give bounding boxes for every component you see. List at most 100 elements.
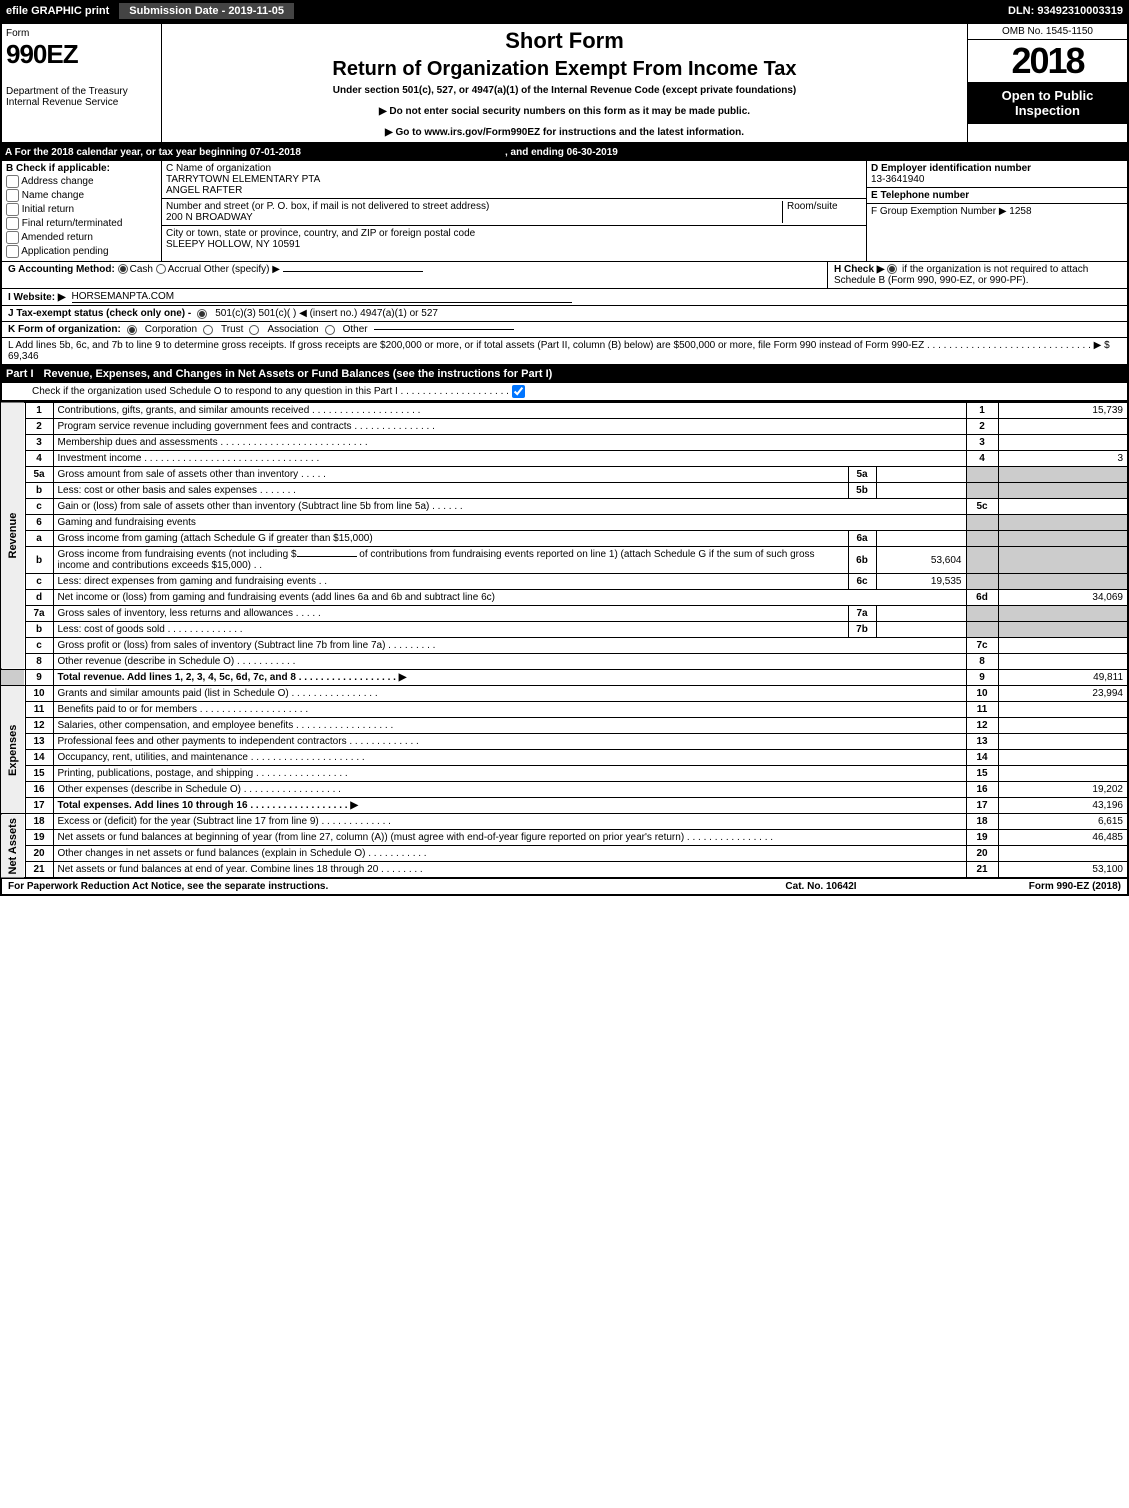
part1-checkbox[interactable] xyxy=(512,385,525,398)
c-org-name: TARRYTOWN ELEMENTARY PTA xyxy=(166,174,862,185)
row-5a-desc: Gross amount from sale of assets other t… xyxy=(53,467,848,483)
c-addr: 200 N BROADWAY xyxy=(166,212,782,223)
efile-label[interactable]: efile GRAPHIC print xyxy=(0,3,115,19)
d-ein: 13-3641940 xyxy=(871,174,1123,185)
row-gh: G Accounting Method: Cash Accrual Other … xyxy=(0,262,1129,289)
irs-label: Internal Revenue Service xyxy=(6,97,157,108)
row-j: J Tax-exempt status (check only one) - 5… xyxy=(0,306,1129,322)
row-11-desc: Benefits paid to or for members . . . . … xyxy=(53,702,966,718)
row-6c-desc: Less: direct expenses from gaming and fu… xyxy=(53,574,848,590)
dln: DLN: 93492310003319 xyxy=(1002,3,1129,19)
row-5b-desc: Less: cost or other basis and sales expe… xyxy=(53,483,848,499)
row-7b-desc: Less: cost of goods sold . . . . . . . .… xyxy=(53,622,848,638)
b-pending[interactable]: Application pending xyxy=(6,245,157,258)
row-6b-desc: Gross income from fundraising events (no… xyxy=(53,547,848,574)
l-text: L Add lines 5b, 6c, and 7b to line 9 to … xyxy=(8,340,1121,362)
row-7a-desc: Gross sales of inventory, less returns a… xyxy=(53,606,848,622)
row-9-desc: Total revenue. Add lines 1, 2, 3, 4, 5c,… xyxy=(53,670,966,686)
k-assoc[interactable] xyxy=(249,325,259,335)
b-label: B Check if applicable: xyxy=(6,163,157,174)
omb-number: OMB No. 1545-1150 xyxy=(968,24,1127,40)
short-form-title: Short Form xyxy=(170,28,959,54)
side-netassets: Net Assets xyxy=(1,814,25,879)
f-label: F Group Exemption Number ▶ 1258 xyxy=(871,206,1123,217)
c-name-label: C Name of organization xyxy=(166,163,862,174)
h-label: H Check ▶ xyxy=(834,264,884,275)
b-amended[interactable]: Amended return xyxy=(6,231,157,244)
info-block: B Check if applicable: Address change Na… xyxy=(0,161,1129,262)
row-a: A For the 2018 calendar year, or tax yea… xyxy=(0,144,1129,161)
row-10-desc: Grants and similar amounts paid (list in… xyxy=(53,686,966,702)
row-16-desc: Other expenses (describe in Schedule O) … xyxy=(53,782,966,798)
row-6a-desc: Gross income from gaming (attach Schedul… xyxy=(53,531,848,547)
row-2-desc: Program service revenue including govern… xyxy=(53,419,966,435)
h-check[interactable] xyxy=(887,264,897,274)
row-a-begin: A For the 2018 calendar year, or tax yea… xyxy=(5,147,505,158)
b-addr-change[interactable]: Address change xyxy=(6,175,157,188)
side-expenses: Expenses xyxy=(1,686,25,814)
part1-table: Revenue 1Contributions, gifts, grants, a… xyxy=(0,401,1129,879)
open-public: Open to Public Inspection xyxy=(968,82,1127,124)
return-title: Return of Organization Exempt From Incom… xyxy=(170,58,959,81)
row-4-desc: Investment income . . . . . . . . . . . … xyxy=(53,451,966,467)
c-city-label: City or town, state or province, country… xyxy=(166,228,862,239)
part1-label: Part I xyxy=(6,368,44,380)
goto-note[interactable]: ▶ Go to www.irs.gov/Form990EZ for instru… xyxy=(170,127,959,138)
b-final[interactable]: Final return/terminated xyxy=(6,217,157,230)
j-label: J Tax-exempt status (check only one) - xyxy=(8,308,191,319)
row-3-desc: Membership dues and assessments . . . . … xyxy=(53,435,966,451)
row-6d-desc: Net income or (loss) from gaming and fun… xyxy=(53,590,966,606)
g-accrual-radio[interactable] xyxy=(156,264,166,274)
submission-date: Submission Date - 2019-11-05 xyxy=(119,3,294,19)
form-number: 990EZ xyxy=(6,39,157,70)
row-21-desc: Net assets or fund balances at end of ye… xyxy=(53,862,966,879)
i-label: I Website: ▶ xyxy=(8,292,66,303)
k-trust[interactable] xyxy=(203,325,213,335)
footer-formref: Form 990-EZ (2018) xyxy=(921,881,1121,892)
row-1-desc: Contributions, gifts, grants, and simila… xyxy=(53,402,966,419)
row-13-desc: Professional fees and other payments to … xyxy=(53,734,966,750)
row-12-desc: Salaries, other compensation, and employ… xyxy=(53,718,966,734)
footer-notice: For Paperwork Reduction Act Notice, see … xyxy=(8,881,721,892)
part1-check: Check if the organization used Schedule … xyxy=(0,383,1129,401)
b-name-change[interactable]: Name change xyxy=(6,189,157,202)
g-cash-radio[interactable] xyxy=(118,264,128,274)
side-revenue: Revenue xyxy=(1,402,25,670)
dept-label: Department of the Treasury xyxy=(6,86,157,97)
tax-year: 2018 xyxy=(968,40,1127,82)
row-15-desc: Printing, publications, postage, and shi… xyxy=(53,766,966,782)
ln-1: 1 xyxy=(25,402,53,419)
c-addr-label: Number and street (or P. O. box, if mail… xyxy=(166,201,782,212)
row-6-desc: Gaming and fundraising events xyxy=(53,515,966,531)
section-def: D Employer identification number 13-3641… xyxy=(867,161,1127,261)
row-i: I Website: ▶ HORSEMANPTA.COM xyxy=(0,289,1129,306)
j-501c3[interactable] xyxy=(197,309,207,319)
row-l: L Add lines 5b, 6c, and 7b to line 9 to … xyxy=(0,338,1129,365)
j-opts: 501(c)(3) 501(c)( ) ◀ (insert no.) 4947(… xyxy=(215,308,438,319)
i-website[interactable]: HORSEMANPTA.COM xyxy=(72,291,572,303)
row-a-end: , and ending 06-30-2019 xyxy=(505,147,705,158)
c-room: Room/suite xyxy=(782,201,862,223)
section-b: B Check if applicable: Address change Na… xyxy=(2,161,162,261)
footer-catno: Cat. No. 10642I xyxy=(721,881,921,892)
e-label: E Telephone number xyxy=(871,190,1123,201)
g-label: G Accounting Method: xyxy=(8,264,115,275)
k-other[interactable] xyxy=(325,325,335,335)
row-17-desc: Total expenses. Add lines 10 through 16 … xyxy=(53,798,966,814)
k-corp[interactable] xyxy=(127,325,137,335)
part1-title: Revenue, Expenses, and Changes in Net As… xyxy=(44,368,1123,380)
c-org-name2: ANGEL RAFTER xyxy=(166,185,862,196)
page-footer: For Paperwork Reduction Act Notice, see … xyxy=(0,879,1129,896)
section-c: C Name of organization TARRYTOWN ELEMENT… xyxy=(162,161,867,261)
row-20-desc: Other changes in net assets or fund bala… xyxy=(53,846,966,862)
row-19-desc: Net assets or fund balances at beginning… xyxy=(53,830,966,846)
b-initial[interactable]: Initial return xyxy=(6,203,157,216)
row-5c-desc: Gain or (loss) from sale of assets other… xyxy=(53,499,966,515)
c-city: SLEEPY HOLLOW, NY 10591 xyxy=(166,239,862,250)
row-8-desc: Other revenue (describe in Schedule O) .… xyxy=(53,654,966,670)
under-section: Under section 501(c), 527, or 4947(a)(1)… xyxy=(170,85,959,96)
k-label: K Form of organization: xyxy=(8,324,121,335)
ssn-note: ▶ Do not enter social security numbers o… xyxy=(170,106,959,117)
row-18-desc: Excess or (deficit) for the year (Subtra… xyxy=(53,814,966,830)
row-k: K Form of organization: Corporation Trus… xyxy=(0,322,1129,338)
